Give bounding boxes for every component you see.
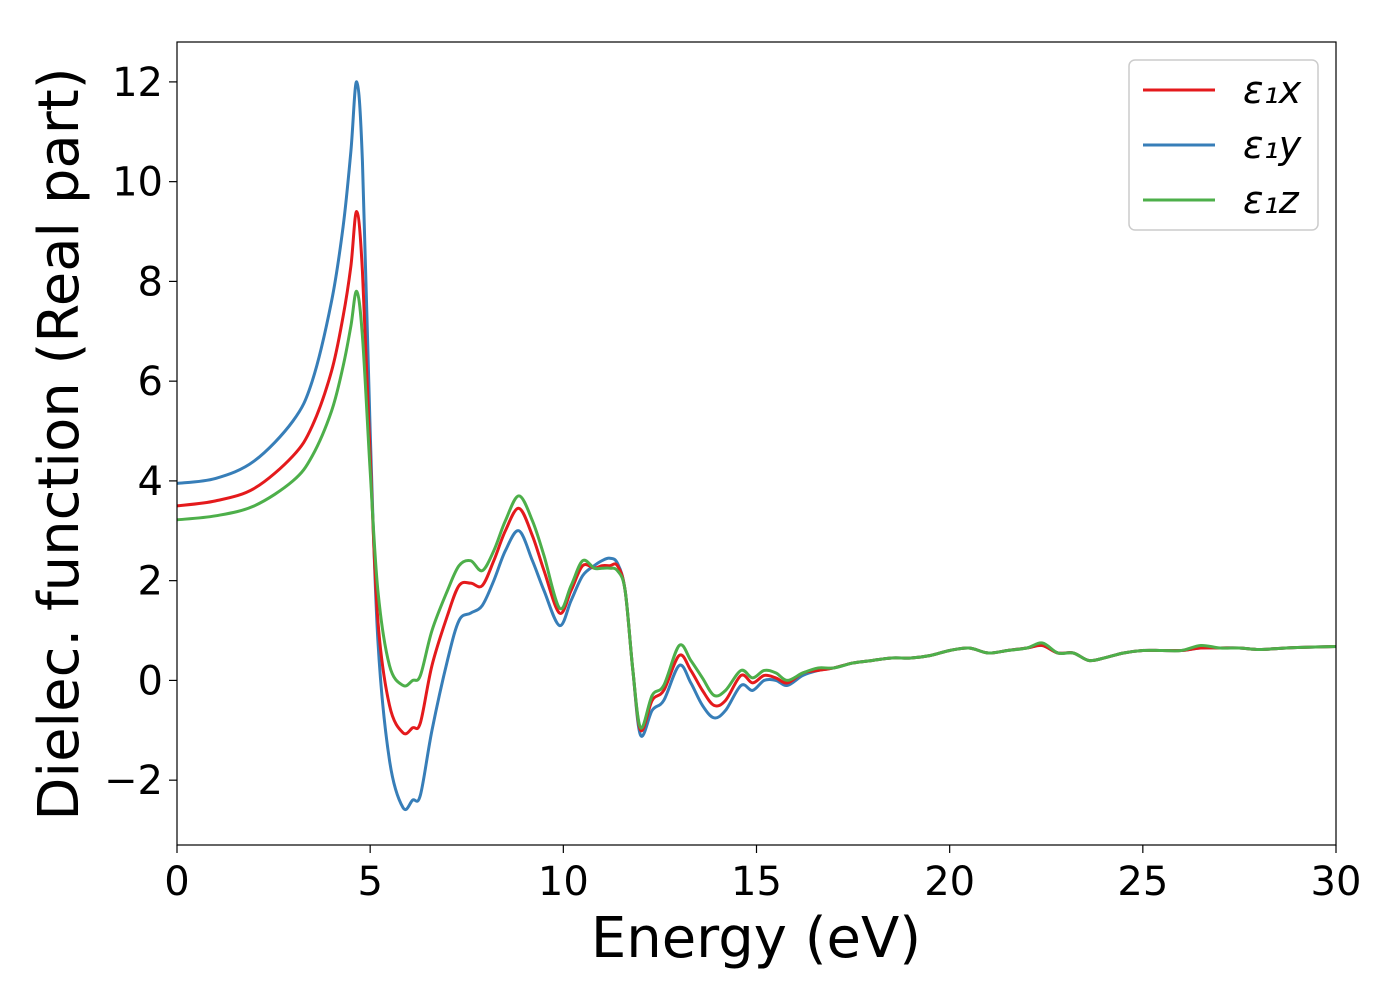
y-tick-label: 0: [138, 658, 163, 704]
series-line-2: [177, 289, 1336, 730]
y-axis-ticks: −2 0 2 4 6 8 10 12: [104, 60, 177, 804]
y-tick-label: 10: [112, 160, 163, 206]
y-tick-label: 8: [138, 259, 163, 305]
legend-frame: [1128, 59, 1319, 231]
legend-label: ε₁y: [1243, 123, 1302, 167]
legend-label: ε₁z: [1243, 178, 1300, 222]
x-tick-label: 20: [924, 859, 975, 905]
y-tick-label: 6: [138, 359, 163, 405]
y-tick-label: 4: [138, 459, 163, 505]
y-tick-label: 12: [112, 60, 163, 106]
series-line-0: [177, 210, 1336, 736]
x-tick-label: 15: [731, 859, 782, 905]
legend: ε₁x ε₁y ε₁z: [1128, 59, 1319, 231]
x-axis-label: Energy (eV): [591, 906, 921, 971]
x-tick-label: 0: [164, 859, 189, 905]
legend-label: ε₁x: [1243, 68, 1302, 112]
x-tick-label: 25: [1117, 859, 1168, 905]
x-tick-label: 30: [1311, 859, 1362, 905]
x-tick-label: 5: [357, 859, 382, 905]
x-axis-ticks: 0 5 10 15 20 25 30: [164, 845, 1361, 905]
plot-lines: [177, 80, 1336, 812]
legend-entries: ε₁x ε₁y ε₁z: [1143, 68, 1302, 222]
y-axis-label: Dielec. function (Real part): [27, 67, 92, 820]
y-tick-label: −2: [104, 758, 163, 804]
x-tick-label: 10: [538, 859, 589, 905]
y-tick-label: 2: [138, 559, 163, 605]
